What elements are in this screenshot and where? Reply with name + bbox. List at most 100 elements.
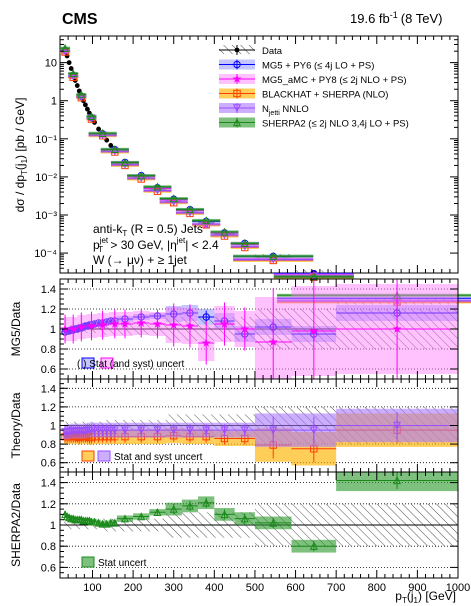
selection-annotation: anti-kT (R = 0.5) Jets pjet T > 30 GeV, |… [93,222,219,267]
x-tick-label: 400 [205,582,223,594]
ratio-y-tick-label: 1 [50,520,56,532]
ratio-legend-label: Stat uncert [98,558,147,569]
nj-ratio-point [153,426,162,435]
main-y-ticks: 10⁻⁴ 10⁻³ 10⁻² 10⁻¹ 1 10 [34,35,458,274]
sh-ratio-point [110,518,119,527]
nj-ratio-point [102,426,111,435]
amc-ratio-point [152,319,163,328]
x-tick-label: 900 [408,582,426,594]
data-point [66,60,72,66]
legend-label-sh: SHERPA2 (≤ 2j NLO 3,4j LO + PS) [262,119,409,130]
nj-ratio-point [220,426,229,435]
ratio-y-tick-label: 1.4 [41,383,56,395]
ratio-y-tick-label: 1.2 [41,402,56,414]
sh-point [185,205,194,214]
ratio-y-label: Theory/Data [9,392,23,458]
amc-ratio-point [240,324,250,333]
amc-ratio-point [268,337,278,346]
data-point [82,102,88,108]
ratio-series-nj [61,408,458,447]
legend-label-amc: MG5_aMC + PY8 (≤ 2j NLO + PS) [262,75,407,86]
experiment-label: CMS [62,11,98,28]
nj-ratio-point [169,426,178,435]
ratio-y-tick-label: 0.6 [41,364,56,376]
legend-entry-amc: MG5_aMC + PY8 (≤ 2j NLO + PS) [219,74,407,86]
ratio-y-tick-label: 0.8 [41,541,56,553]
x-tick-label: 800 [368,582,386,594]
energy-value: (8 TeV) [401,11,443,26]
nj-ratio-point [393,421,402,430]
lumi-exponent: -1 [390,10,398,20]
luminosity-label: 19.6 fb-1 (8 TeV) [350,10,442,26]
ratio-y-tick-label: 1.2 [41,499,56,511]
ratio-panel-mg5: 0.6 0.8 1 1.2 1.4 MG5/Data ( ) Stat (and syst)… [9,278,459,380]
nj-ratio-point [120,426,129,435]
sh-ratio-point [169,504,178,513]
nj-ratio-point [240,426,249,435]
ratio-legend-swatch-nj [97,450,111,462]
x-tick-label: 200 [124,582,142,594]
amc-ratio-point [68,324,78,333]
legend-entry-mg5: MG5 + PY6 (≤ 4j LO + PS) [219,59,374,72]
sh-point [240,239,249,248]
x-tick-label: 500 [246,582,264,594]
sh-ratio-point [240,514,249,523]
y-tick-label: 1 [51,96,57,108]
svg-text:anti-kT (R = 0.5) Jets: anti-kT (R = 0.5) Jets [93,222,203,238]
main-y-label: dσ / dpT(j1) [pb / GeV] [13,98,29,213]
y-tick-label: 10⁻² [35,172,57,184]
ratio-y-tick-label: 0.8 [41,344,56,356]
y-tick-label: 10 [45,58,57,70]
ratio-panel-sherpa2: 0.6 0.8 1 1.2 1.4 100 200 300 400 500 600 700 800 900… [9,471,470,594]
sh-point [87,111,96,120]
main-panel-frame [59,35,459,274]
legend-data-marker [234,47,240,53]
sh-ratio-point [120,514,129,523]
sh-point [269,251,278,260]
sh-ratio-point [137,512,146,521]
sh-ratio-point [94,518,103,527]
amc-ratio-point [185,321,195,330]
sh-ratio-point [185,501,194,510]
sh-ratio-point [153,507,162,516]
nj-ratio-point [137,426,146,435]
sh-point [77,90,86,99]
sh-point [110,144,119,154]
data-point [85,106,90,112]
mg5-ratio-point [202,313,210,321]
y-tick-label: 10⁻⁴ [34,248,57,260]
sh-ratio-point [309,541,318,550]
x-tick-label: 700 [327,582,345,594]
x-tick-label: 600 [286,582,304,594]
sh-point [120,158,129,167]
sh-ratio-point [106,518,115,527]
ratio-y-tick-label: 1.2 [41,304,56,316]
main-series [60,43,471,306]
ratio-y-tick-label: 1.4 [41,478,56,490]
sh-ratio-point [393,476,402,485]
ratio-legend-swatch-sh [81,556,95,568]
amc-ratio-point [86,321,97,330]
sh-point [137,171,146,180]
legend-entry-data: Data [219,45,283,57]
amc-ratio-point [120,319,130,328]
series-sh [60,43,471,299]
nj-ratio-point [94,426,103,435]
svg-text:W (→ μν) + ≥ 1jet: W (→ μν) + ≥ 1jet [93,253,188,267]
ratio-y-tick-label: 0.6 [41,458,56,470]
amc-ratio-point [76,322,86,331]
sh-point [169,194,178,203]
nj-ratio-point [110,426,119,435]
nj-ratio-point [98,426,107,435]
sh-ratio-point [90,517,99,526]
lumi-value: 19.6 fb [350,11,390,26]
sh-ratio-point [202,498,211,507]
ratio-legend-swatch-amc [100,357,114,369]
legend-marker-bh [233,89,241,98]
data-point [108,143,114,148]
y-tick-label: 10⁻¹ [35,134,57,146]
sh-point [69,69,78,78]
legend-label-bh: BLACKHAT + SHERPA (NLO) [262,90,388,101]
